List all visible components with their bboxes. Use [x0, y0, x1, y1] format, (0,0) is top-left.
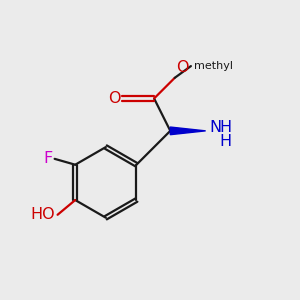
Text: N: N: [209, 120, 221, 135]
Text: O: O: [108, 91, 120, 106]
Text: H: H: [219, 134, 231, 149]
Polygon shape: [170, 127, 206, 135]
Text: F: F: [43, 151, 52, 166]
Text: O: O: [176, 60, 189, 75]
Text: methyl: methyl: [194, 61, 233, 71]
Text: HO: HO: [31, 207, 55, 222]
Text: H: H: [219, 120, 231, 135]
